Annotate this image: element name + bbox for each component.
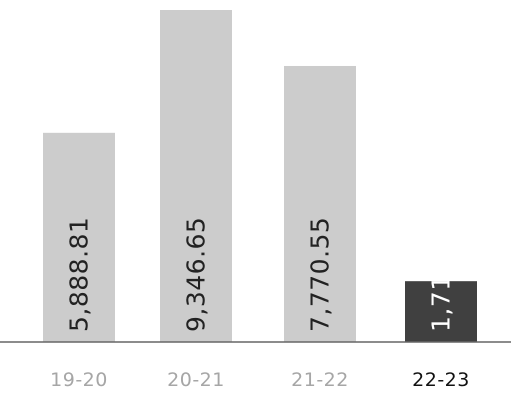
bar-value-label-22-23: 1,712.30 bbox=[427, 217, 456, 332]
bar-value-label-20-21: 9,346.65 bbox=[182, 217, 211, 332]
bar-value-labels: 5,888.81 9,346.65 7,770.55 1,712.30 bbox=[65, 217, 456, 332]
x-tick-label-19-20: 19-20 bbox=[50, 369, 108, 391]
bar-value-label-19-20: 5,888.81 bbox=[65, 217, 94, 332]
x-tick-label-20-21: 20-21 bbox=[167, 369, 225, 391]
bar-22-23 bbox=[405, 281, 477, 342]
bars-group bbox=[43, 10, 477, 342]
bar-21-22 bbox=[284, 65, 356, 342]
bar-20-21 bbox=[160, 10, 232, 342]
bar-19-20 bbox=[43, 132, 115, 342]
x-tick-label-22-23: 22-23 bbox=[412, 369, 470, 391]
x-tick-label-21-22: 21-22 bbox=[291, 369, 349, 391]
x-tick-labels: 19-20 20-21 21-22 22-23 bbox=[50, 369, 470, 391]
bar-value-label-21-22: 7,770.55 bbox=[306, 217, 335, 332]
